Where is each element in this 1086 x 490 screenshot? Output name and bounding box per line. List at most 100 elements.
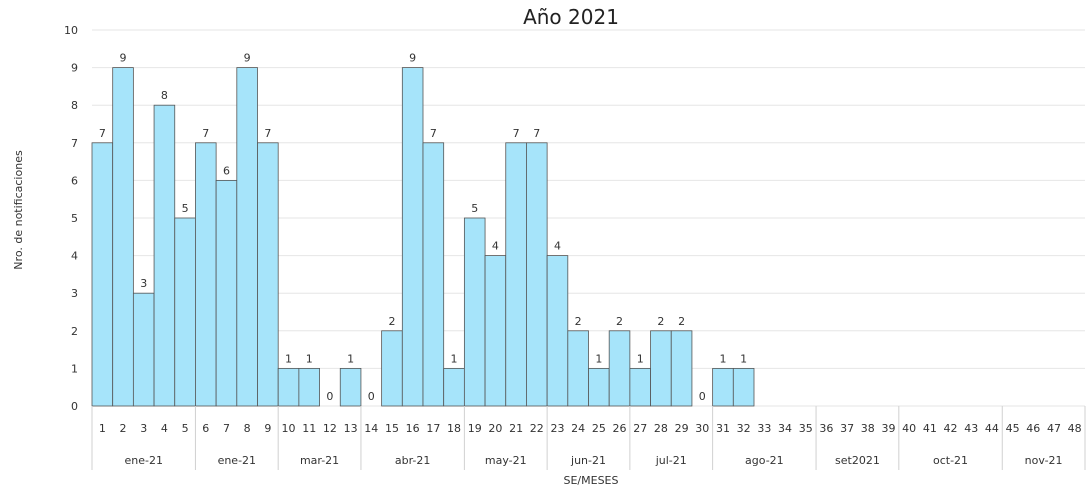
bar (422, 142, 445, 407)
x-tick-label: 15 (385, 422, 399, 435)
bar-value-label: 6 (223, 164, 230, 177)
x-tick-label: 45 (1006, 422, 1020, 435)
bar (195, 142, 217, 407)
bar (567, 330, 589, 407)
y-axis-ticks: 0 1 2 3 4 5 6 7 8 9 10 (64, 24, 78, 413)
bar (381, 330, 403, 407)
x-tick-label: 40 (902, 422, 916, 435)
x-tick-label: 48 (1068, 422, 1082, 435)
bar-value-label: 0 (326, 390, 333, 403)
y-tick-label: 4 (71, 250, 78, 263)
x-tick-label: 20 (488, 422, 502, 435)
bar (236, 67, 258, 407)
bar-value-label: 7 (99, 127, 106, 140)
x-tick-label: 24 (571, 422, 585, 435)
bar-value-label: 1 (740, 352, 747, 365)
bar-value-label: 5 (182, 202, 189, 215)
bar-value-label: 8 (161, 89, 168, 102)
bar (712, 367, 734, 407)
x-tick-label: 21 (509, 422, 523, 435)
bar (443, 367, 465, 407)
month-label: jul-21 (655, 454, 687, 467)
bar (215, 179, 238, 407)
x-tick-label: 18 (447, 422, 461, 435)
bar-value-label: 1 (347, 352, 354, 365)
x-tick-label: 41 (923, 422, 937, 435)
y-tick-label: 3 (71, 287, 78, 300)
bar (670, 330, 693, 407)
month-label: mar-21 (300, 454, 339, 467)
bar-value-label: 7 (513, 127, 520, 140)
x-axis-title: SE/MESES (564, 474, 619, 487)
bar (505, 142, 527, 407)
bar (588, 367, 610, 407)
y-tick-label: 1 (71, 362, 78, 375)
x-tick-label: 37 (840, 422, 854, 435)
x-tick-label: 11 (302, 422, 316, 435)
bar (153, 104, 176, 407)
x-tick-label: 10 (282, 422, 296, 435)
x-tick-label: 42 (944, 422, 958, 435)
bar (526, 142, 548, 407)
y-tick-label: 0 (71, 400, 78, 413)
y-tick-label: 8 (71, 99, 78, 112)
x-tick-label: 9 (264, 422, 271, 435)
bar (339, 367, 362, 407)
month-label: ene-21 (124, 454, 162, 467)
bar (484, 255, 507, 407)
x-tick-label: 28 (654, 422, 668, 435)
y-tick-label: 5 (71, 212, 78, 225)
bar (629, 367, 651, 407)
y-tick-label: 7 (71, 137, 78, 150)
bar-value-label: 7 (533, 127, 540, 140)
bar-value-label: 2 (616, 315, 623, 328)
y-tick-label: 2 (71, 325, 78, 338)
x-axis: 1 2 3 4 5 6 7 8 9 10 11 12 13 14 15 16 17 18 19 20 21 22 23 24 2… (91, 406, 1086, 470)
x-tick-label: 39 (881, 422, 895, 435)
bar (732, 367, 755, 407)
bar (298, 367, 320, 407)
x-tick-label: 13 (344, 422, 358, 435)
chart-title: Año 2021 (523, 5, 619, 29)
x-tick-label: 38 (861, 422, 875, 435)
x-tick-label: 2 (120, 422, 127, 435)
bar-value-label: 1 (719, 352, 726, 365)
x-tick-label: 14 (364, 422, 378, 435)
x-tick-label: 35 (799, 422, 813, 435)
month-label: nov-21 (1025, 454, 1063, 467)
month-label: abr-21 (395, 454, 431, 467)
x-tick-label: 33 (757, 422, 771, 435)
month-label: ago-21 (745, 454, 784, 467)
x-tick-label: 3 (140, 422, 147, 435)
bar-value-label: 2 (678, 315, 685, 328)
month-label: ene-21 (218, 454, 256, 467)
bar (257, 142, 279, 407)
bar (174, 217, 196, 407)
bar-value-label: 1 (285, 352, 292, 365)
bar-value-label: 1 (451, 352, 458, 365)
x-tick-label: 8 (244, 422, 251, 435)
y-tick-label: 9 (71, 62, 78, 75)
x-tick-label: 31 (716, 422, 730, 435)
y-tick-label: 6 (71, 174, 78, 187)
bars (91, 67, 755, 407)
bar-value-label: 2 (657, 315, 664, 328)
bar (401, 67, 424, 407)
bar-value-label: 2 (575, 315, 582, 328)
bar-value-label: 3 (140, 277, 147, 290)
bar-value-label: 7 (202, 127, 209, 140)
bar-value-label: 7 (430, 127, 437, 140)
bar-value-label: 1 (595, 352, 602, 365)
bar-value-label: 2 (388, 315, 395, 328)
bar (608, 330, 631, 407)
bar-value-label: 9 (120, 52, 127, 65)
x-tick-label: 16 (406, 422, 420, 435)
x-tick-label: 19 (468, 422, 482, 435)
bar (650, 330, 672, 407)
x-tick-label: 29 (675, 422, 689, 435)
bar (546, 255, 569, 407)
x-tick-label: 25 (592, 422, 606, 435)
x-tick-label: 6 (202, 422, 209, 435)
bar (277, 367, 300, 407)
